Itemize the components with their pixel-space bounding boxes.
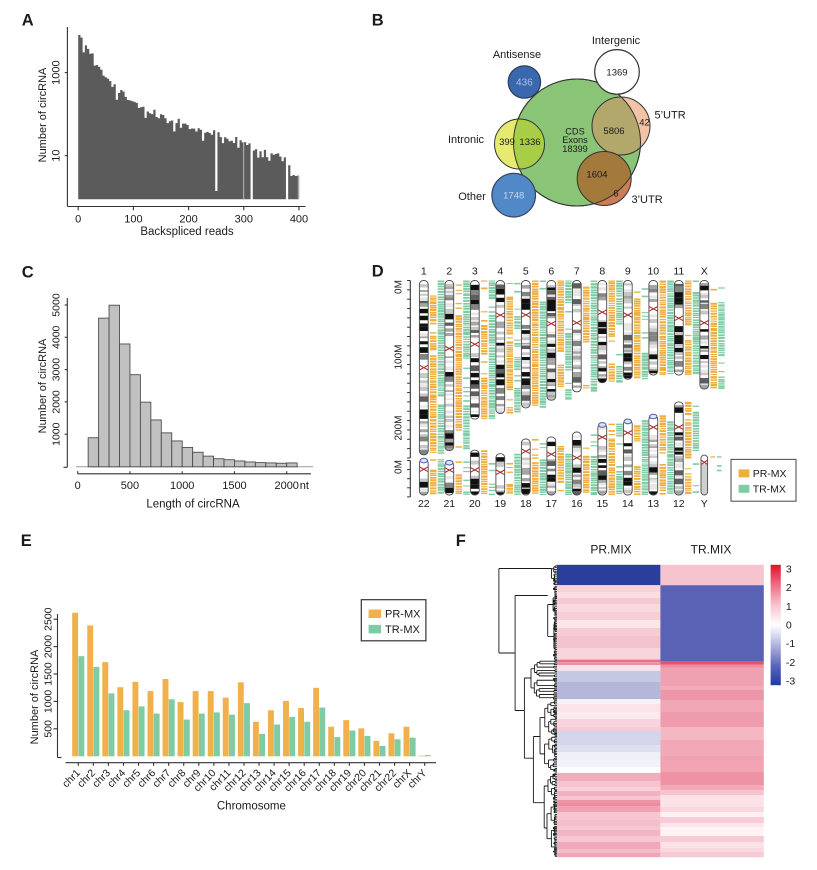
- svg-text:2500: 2500: [43, 607, 55, 631]
- svg-text:400: 400: [290, 213, 308, 225]
- svg-text:CDS: CDS: [565, 127, 584, 137]
- svg-text:1500: 1500: [43, 662, 55, 686]
- svg-text:5: 5: [523, 266, 529, 278]
- svg-text:17: 17: [545, 498, 557, 510]
- svg-text:1000: 1000: [170, 480, 194, 492]
- svg-text:Other: Other: [458, 191, 486, 203]
- svg-text:6: 6: [548, 266, 554, 278]
- svg-text:18: 18: [520, 498, 532, 510]
- svg-text:Chromosome: Chromosome: [217, 801, 286, 813]
- svg-text:TR-MX: TR-MX: [385, 624, 420, 636]
- svg-text:1748: 1748: [503, 191, 524, 202]
- svg-text:Number of circRNA: Number of circRNA: [29, 649, 41, 744]
- svg-text:3’UTR: 3’UTR: [632, 194, 663, 206]
- svg-text:PR-MX: PR-MX: [385, 609, 421, 621]
- svg-text:PR-MX: PR-MX: [753, 468, 787, 480]
- svg-text:0: 0: [75, 480, 81, 492]
- svg-text:7: 7: [574, 266, 580, 278]
- svg-text:200M: 200M: [394, 415, 405, 440]
- svg-text:-1: -1: [786, 638, 795, 650]
- svg-text:10: 10: [647, 266, 659, 278]
- svg-text:E: E: [21, 532, 32, 550]
- svg-text:6: 6: [613, 189, 618, 200]
- svg-text:1000: 1000: [51, 422, 63, 446]
- svg-text:3: 3: [472, 266, 478, 278]
- svg-text:D: D: [372, 262, 384, 280]
- svg-text:1: 1: [421, 266, 427, 278]
- svg-text:Backspliced reads: Backspliced reads: [140, 226, 234, 238]
- svg-text:1336: 1336: [519, 137, 540, 148]
- svg-text:21: 21: [443, 498, 455, 510]
- svg-text:2000: 2000: [274, 480, 298, 492]
- svg-text:3000: 3000: [51, 358, 63, 382]
- svg-text:1369: 1369: [606, 68, 627, 79]
- svg-text:Number of circRNA: Number of circRNA: [37, 67, 49, 162]
- svg-text:11: 11: [673, 266, 684, 278]
- svg-text:Exons: Exons: [562, 135, 588, 145]
- svg-text:0M: 0M: [394, 280, 405, 294]
- svg-text:-2: -2: [786, 657, 795, 669]
- svg-text:5’UTR: 5’UTR: [655, 110, 686, 122]
- svg-text:8: 8: [599, 266, 605, 278]
- svg-text:1000: 1000: [51, 60, 63, 84]
- svg-text:Length of circRNA: Length of circRNA: [146, 499, 240, 511]
- svg-text:A: A: [22, 12, 34, 30]
- svg-text:2: 2: [786, 582, 792, 594]
- svg-text:nt: nt: [300, 480, 309, 492]
- svg-text:4000: 4000: [51, 325, 63, 349]
- svg-text:B: B: [372, 12, 384, 30]
- svg-text:Antisense: Antisense: [493, 49, 541, 61]
- svg-text:19: 19: [494, 498, 506, 510]
- svg-text:15: 15: [596, 498, 608, 510]
- svg-text:0: 0: [75, 213, 81, 225]
- svg-text:Y: Y: [701, 498, 708, 510]
- svg-text:1000: 1000: [43, 690, 55, 714]
- svg-text:10: 10: [51, 149, 63, 161]
- svg-text:42: 42: [639, 118, 650, 129]
- svg-text:X: X: [701, 266, 708, 278]
- svg-text:500: 500: [121, 480, 139, 492]
- svg-text:-3: -3: [786, 676, 795, 688]
- svg-text:0M: 0M: [394, 460, 405, 474]
- svg-text:0: 0: [786, 620, 792, 632]
- svg-text:14: 14: [622, 498, 634, 510]
- svg-text:9: 9: [625, 266, 631, 278]
- svg-text:200: 200: [179, 213, 197, 225]
- svg-text:2000: 2000: [43, 635, 55, 659]
- svg-text:4: 4: [497, 266, 503, 278]
- svg-text:100M: 100M: [394, 344, 405, 369]
- svg-text:3: 3: [786, 563, 792, 575]
- svg-text:399: 399: [499, 137, 515, 148]
- svg-text:5000: 5000: [51, 293, 63, 317]
- svg-text:22: 22: [418, 498, 430, 510]
- svg-text:TR-MX: TR-MX: [753, 484, 786, 496]
- svg-text:16: 16: [571, 498, 583, 510]
- svg-text:Intergenic: Intergenic: [592, 35, 641, 47]
- svg-text:20: 20: [469, 498, 481, 510]
- svg-text:436: 436: [516, 78, 533, 89]
- svg-text:1604: 1604: [586, 170, 607, 181]
- svg-text:Intronic: Intronic: [448, 134, 485, 146]
- svg-text:1: 1: [786, 601, 792, 613]
- svg-text:13: 13: [647, 498, 659, 510]
- svg-text:100: 100: [124, 213, 142, 225]
- svg-text:300: 300: [235, 213, 253, 225]
- svg-text:2: 2: [446, 266, 452, 278]
- svg-text:500: 500: [43, 720, 55, 738]
- svg-text:Number of circRNA: Number of circRNA: [37, 338, 49, 433]
- svg-text:F: F: [456, 532, 466, 550]
- svg-text:5806: 5806: [603, 126, 624, 137]
- svg-text:2000: 2000: [51, 390, 63, 414]
- svg-text:C: C: [22, 264, 34, 282]
- svg-text:12: 12: [673, 498, 685, 510]
- svg-text:PR.MIX: PR.MIX: [590, 543, 631, 557]
- svg-text:1500: 1500: [222, 480, 246, 492]
- svg-text:TR.MIX: TR.MIX: [691, 543, 732, 557]
- svg-text:18399: 18399: [562, 144, 588, 154]
